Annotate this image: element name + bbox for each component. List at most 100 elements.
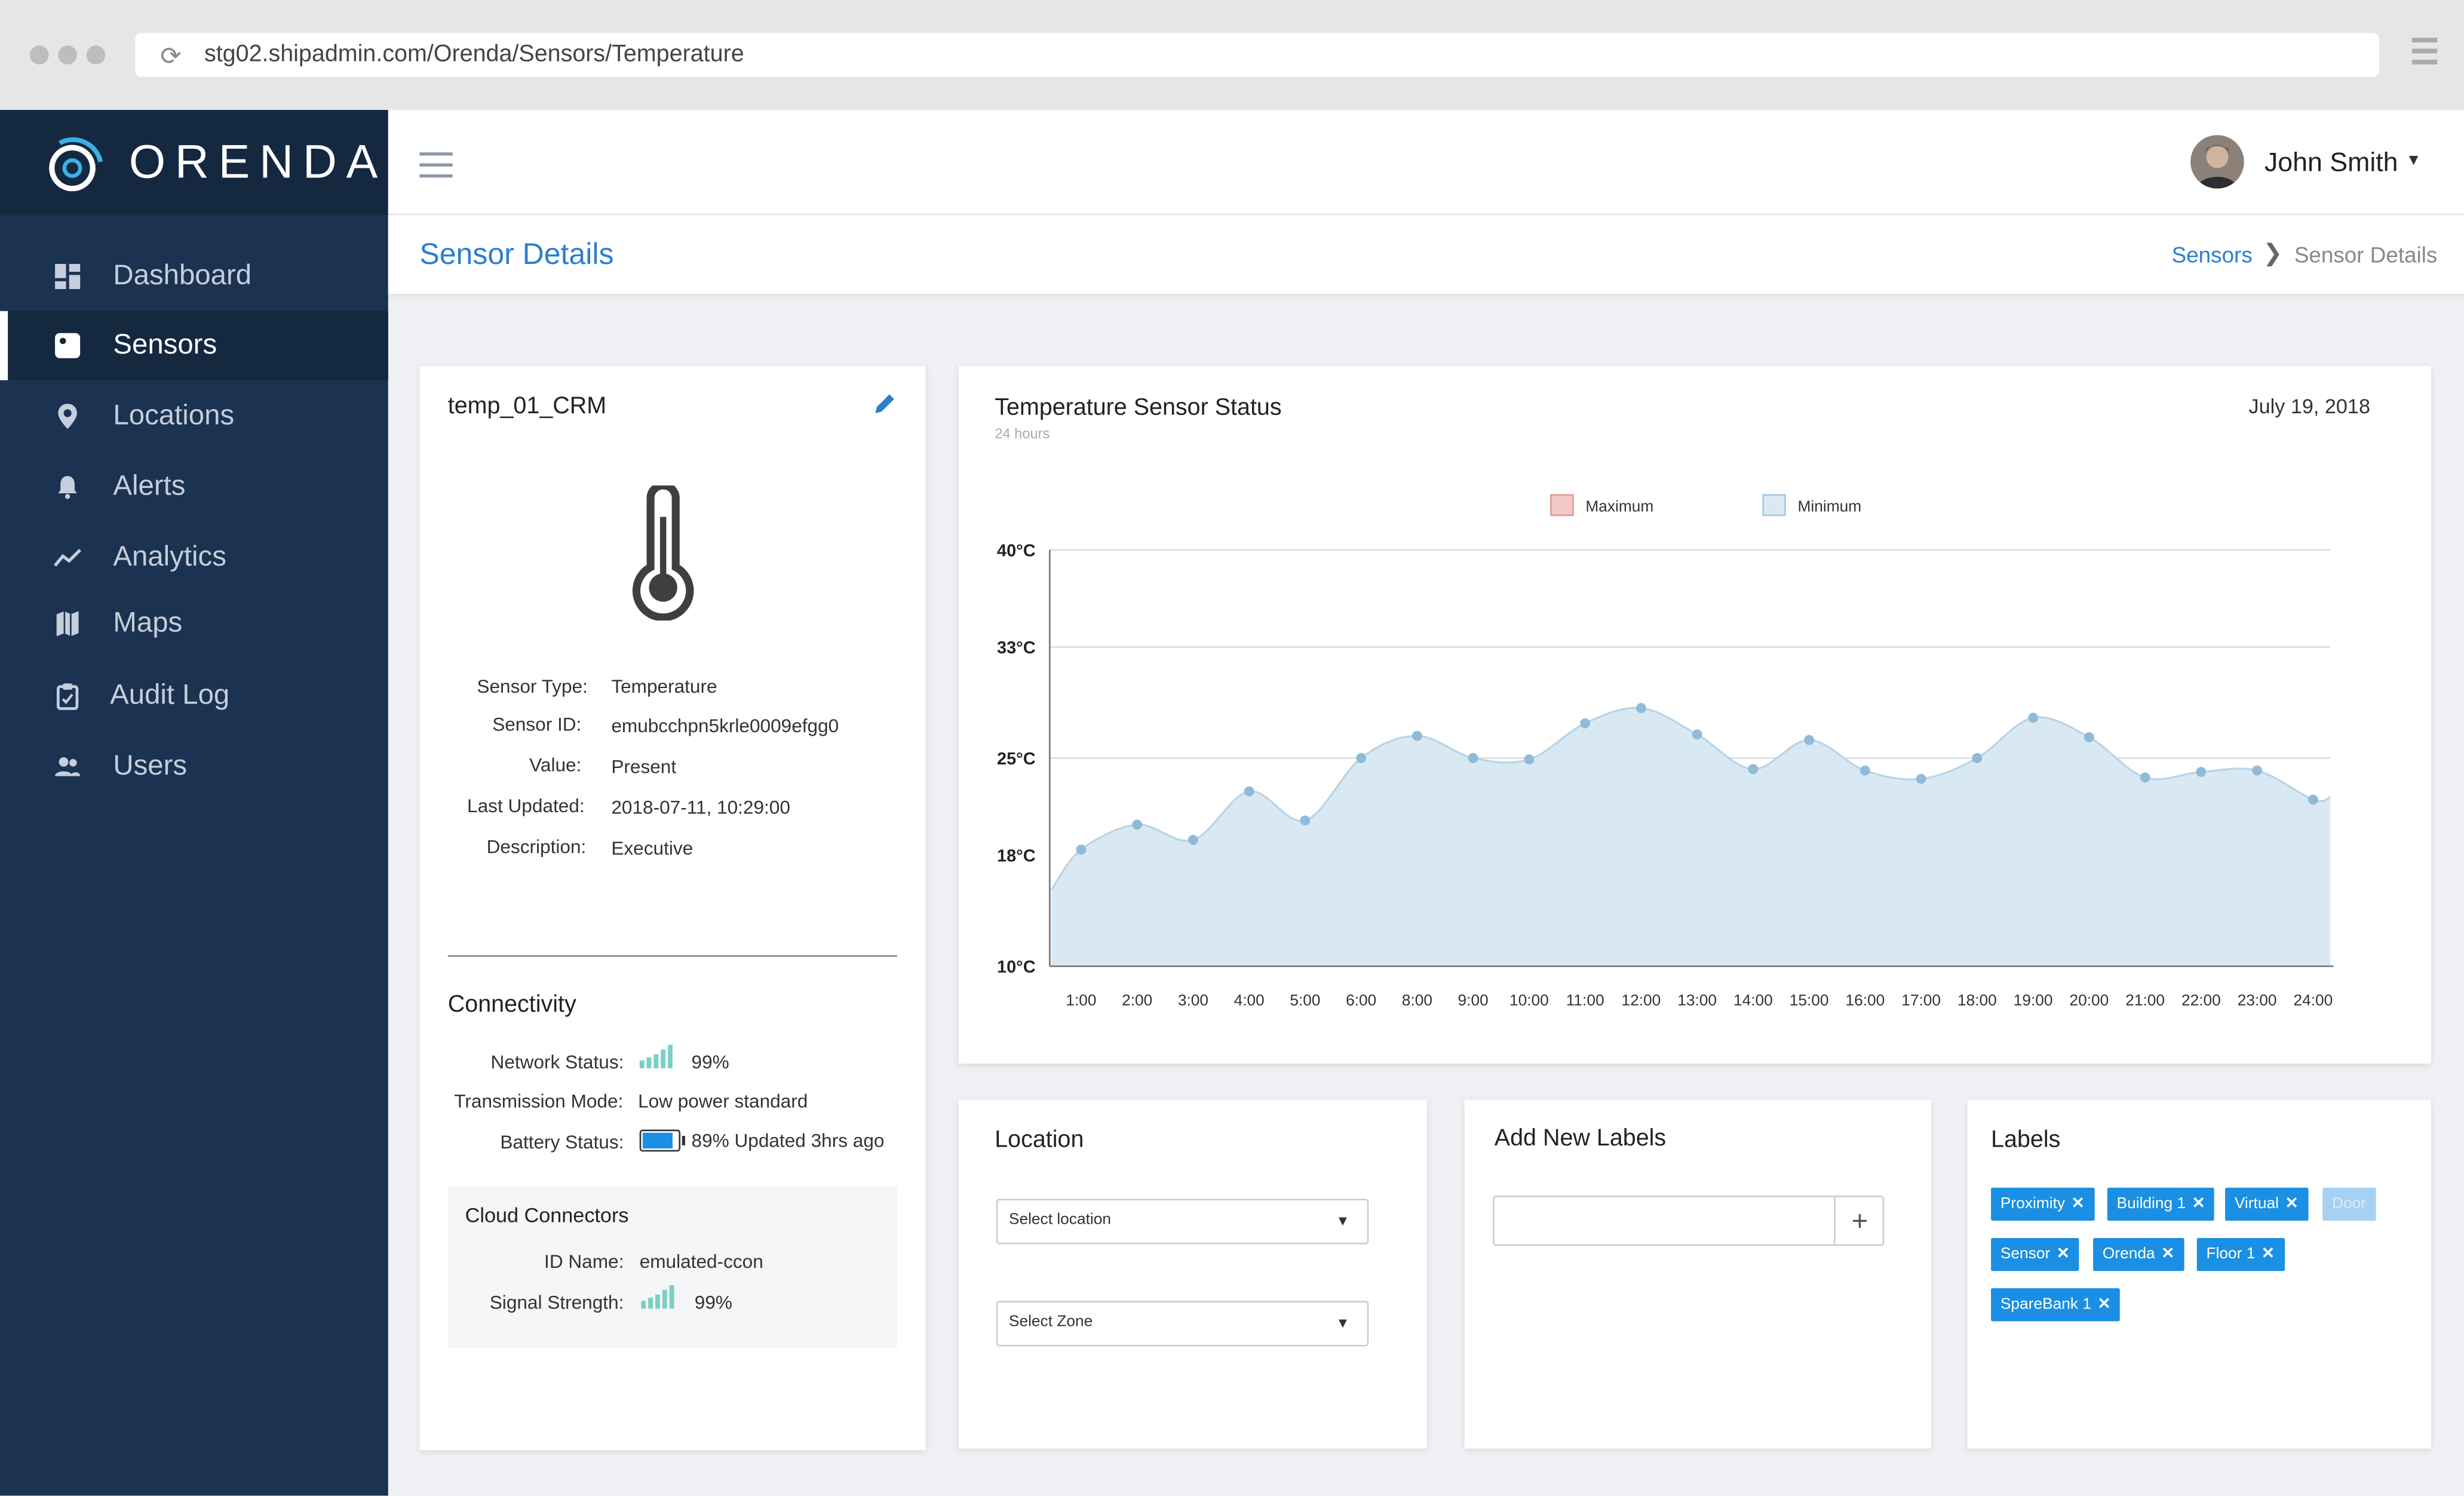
remove-tag-icon[interactable]: ✕ — [2097, 1296, 2111, 1314]
sidebar-item-label: Dashboard — [113, 259, 252, 291]
sensor-card: temp_01_CRM Sensor Type: Temperature Sen… — [419, 365, 926, 1451]
x-tick-label: 22:00 — [2181, 991, 2221, 1009]
label-tag[interactable]: Proximity ✕ — [1991, 1187, 2094, 1221]
signal-strength-label: Signal Strength: — [489, 1291, 624, 1314]
sidebar-item-alerts[interactable]: Alerts — [0, 453, 388, 522]
battery-status-label: Battery Status: — [500, 1131, 624, 1153]
x-tick-label: 24:00 — [2293, 991, 2333, 1009]
data-point — [1468, 752, 1478, 763]
label-tag[interactable]: Building 1 ✕ — [2107, 1187, 2215, 1221]
label-tag-typing-text: Door — [2331, 1195, 2367, 1213]
data-point — [1916, 773, 1926, 784]
address-bar[interactable]: ⟳ stg02.shipadmin.com/Orenda/Sensors/Tem… — [135, 33, 2379, 77]
label-tag[interactable]: Floor 1 ✕ — [2196, 1237, 2284, 1271]
add-label-button[interactable]: + — [1834, 1197, 1884, 1245]
data-point — [2307, 794, 2318, 805]
sidebar-item-sensors[interactable]: Sensors — [0, 311, 388, 380]
label-tag-typing[interactable]: Door — [2322, 1187, 2376, 1221]
transmission-mode-label: Transmission Mode: — [454, 1090, 624, 1113]
label-tag-text: Proximity — [2000, 1195, 2066, 1213]
label-tag[interactable]: Virtual ✕ — [2225, 1187, 2308, 1221]
x-tick-label: 19:00 — [2014, 991, 2053, 1009]
labels-card: Labels Proximity ✕ Building 1 ✕ Virtual ✕ D… — [1967, 1099, 2431, 1449]
data-point — [2252, 765, 2263, 776]
bell-icon — [58, 476, 77, 499]
x-tick-label: 18:00 — [1957, 991, 1997, 1009]
remove-tag-icon[interactable]: ✕ — [2071, 1195, 2085, 1213]
remove-tag-icon[interactable]: ✕ — [2192, 1195, 2205, 1213]
trend-line-icon — [54, 548, 82, 567]
window-dot-icon[interactable] — [86, 45, 106, 64]
window-dot-icon[interactable] — [29, 45, 49, 64]
url-text[interactable]: stg02.shipadmin.com/Orenda/Sensors/Tempe… — [204, 41, 744, 68]
sidebar-item-label: Maps — [113, 606, 183, 638]
sidebar-item-maps[interactable]: Maps — [0, 589, 388, 659]
user-name[interactable]: John Smith — [2264, 148, 2398, 178]
remove-tag-icon[interactable]: ✕ — [2261, 1246, 2275, 1264]
reload-icon[interactable]: ⟳ — [160, 44, 182, 71]
cloud-connectors-panel: Cloud Connectors ID Name: emulated-ccon … — [447, 1186, 898, 1348]
field-label: Value: — [529, 754, 582, 776]
data-point — [1635, 703, 1646, 714]
connectivity-title: Connectivity — [447, 991, 576, 1018]
x-tick-label: 10:00 — [1509, 991, 1549, 1009]
y-tick-label: 40°C — [997, 541, 1036, 560]
data-point — [1244, 786, 1254, 797]
x-tick-label: 9:00 — [1458, 991, 1489, 1009]
sensor-icon — [55, 333, 81, 358]
x-tick-label: 16:00 — [1845, 991, 1885, 1009]
y-tick-label: 25°C — [997, 749, 1036, 769]
users-icon — [55, 757, 81, 776]
avatar[interactable] — [2190, 135, 2244, 189]
hamburger-menu-icon[interactable] — [419, 152, 453, 185]
label-tag-text: Sensor — [2000, 1246, 2051, 1264]
x-tick-label: 11:00 — [1566, 991, 1604, 1009]
pencil-edit-icon[interactable] — [872, 391, 897, 416]
field-label: Last Updated: — [467, 795, 585, 817]
remove-tag-icon[interactable]: ✕ — [2056, 1246, 2070, 1264]
sidebar-item-locations[interactable]: Locations — [0, 382, 388, 451]
caret-down-icon: ▼ — [1336, 1212, 1350, 1229]
label-tag[interactable]: SpareBank 1 ✕ — [1991, 1288, 2121, 1322]
caret-down-icon[interactable]: ▼ — [2405, 152, 2422, 170]
label-tag[interactable]: Orenda ✕ — [2093, 1237, 2184, 1271]
new-label-input[interactable]: + — [1493, 1195, 1885, 1246]
label-tag[interactable]: Sensor ✕ — [1991, 1237, 2079, 1271]
sidebar-item-analytics[interactable]: Analytics — [0, 523, 388, 592]
sidebar-item-audit-log[interactable]: Audit Log — [0, 662, 388, 731]
network-status-value: 99% — [691, 1050, 729, 1073]
data-point — [1580, 718, 1591, 729]
y-tick-label: 10°C — [997, 957, 1036, 976]
window-dot-icon[interactable] — [58, 45, 77, 64]
field-label: Sensor Type: — [477, 675, 588, 698]
id-name-value: emulated-ccon — [639, 1251, 763, 1273]
field-value: Temperature — [611, 675, 717, 698]
breadcrumb-link-sensors[interactable]: Sensors — [2171, 242, 2253, 268]
remove-tag-icon[interactable]: ✕ — [2161, 1246, 2175, 1264]
x-tick-label: 13:00 — [1677, 991, 1717, 1009]
sidebar-item-label: Sensors — [113, 328, 217, 360]
battery-fill — [642, 1132, 673, 1149]
y-tick-label: 18°C — [997, 847, 1036, 866]
add-labels-title: Add New Labels — [1494, 1125, 1667, 1152]
sidebar-item-users[interactable]: Users — [0, 732, 388, 801]
temperature-chart-card: Temperature Sensor Status 24 hours July … — [958, 365, 2431, 1064]
x-tick-label: 1:00 — [1066, 991, 1096, 1009]
data-point — [1132, 819, 1143, 830]
browser-chrome: ⟳ stg02.shipadmin.com/Orenda/Sensors/Tem… — [0, 0, 2464, 110]
zone-select-value: Select Zone — [1008, 1313, 1093, 1331]
legend-swatch-minimum — [1762, 494, 1786, 517]
label-tag-text: Virtual — [2234, 1195, 2279, 1213]
data-point — [2196, 767, 2207, 777]
location-select[interactable]: Select location ▼ — [996, 1199, 1369, 1245]
signal-bars-icon — [639, 1045, 673, 1068]
browser-menu-icon[interactable] — [2412, 38, 2438, 70]
sidebar-item-label: Audit Log — [110, 678, 230, 711]
location-card: Location Select location ▼ Select Zone ▼ — [958, 1099, 1427, 1449]
x-tick-label: 23:00 — [2238, 991, 2277, 1009]
data-point — [1748, 764, 1759, 775]
remove-tag-icon[interactable]: ✕ — [2285, 1195, 2299, 1213]
zone-select[interactable]: Select Zone ▼ — [996, 1301, 1369, 1347]
logo[interactable]: ORENDA — [0, 110, 388, 216]
sidebar-item-dashboard[interactable]: Dashboard — [0, 242, 388, 311]
